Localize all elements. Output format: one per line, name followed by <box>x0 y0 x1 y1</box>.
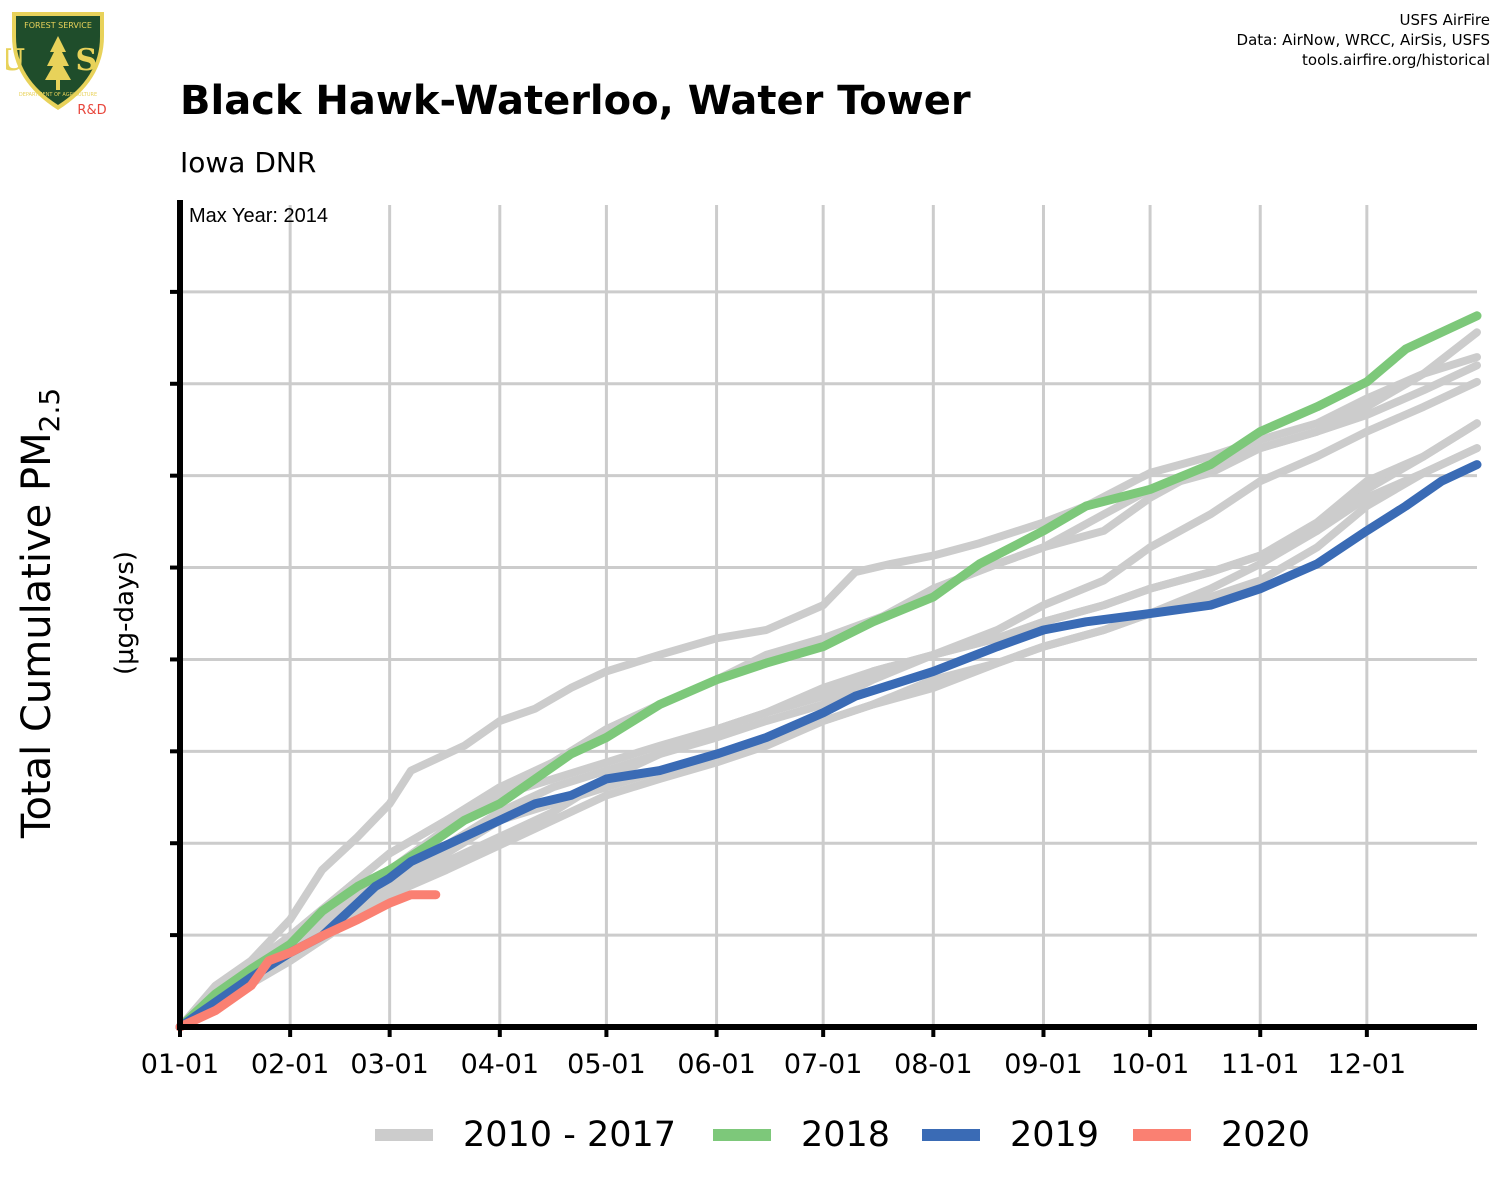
x-tick-label: 05-01 <box>567 1049 645 1080</box>
x-tick-label: 03-01 <box>350 1049 428 1080</box>
x-tick-label: 01-01 <box>141 1049 219 1080</box>
credit-line: Data: AirNow, WRCC, AirSis, USFS <box>1236 31 1490 49</box>
legend-label: 2020 <box>1221 1115 1311 1155</box>
legend-item-history: 2010 - 2017 <box>375 1110 676 1160</box>
credit-line: USFS AirFire <box>1399 11 1490 29</box>
x-tick-label: 02-01 <box>251 1049 329 1080</box>
x-tick-label: 04-01 <box>461 1049 539 1080</box>
series-line-2020 <box>175 890 441 1032</box>
chart-title: Black Hawk-Waterloo, Water Tower <box>180 78 971 124</box>
legend-swatch <box>922 1129 980 1141</box>
forest-service-shield-logo: U S FOREST SERVICE DEPARTMENT OF AGRICUL… <box>6 12 110 118</box>
x-tick-label: 11-01 <box>1221 1049 1299 1080</box>
legend-item-2020: 2020 <box>1133 1110 1310 1160</box>
history-line <box>176 444 1481 1031</box>
series-line-2019 <box>175 460 1482 1032</box>
highlight-lines <box>175 311 1482 1032</box>
cumulative-pm25-chart: 01-01 02-01 03-01 04-01 05-01 06-01 07-01 08-01… <box>141 200 1482 1080</box>
credit-line: tools.airfire.org/historical <box>1302 51 1490 69</box>
legend-label: 2019 <box>1010 1115 1100 1155</box>
x-tick-label: 07-01 <box>784 1049 862 1080</box>
history-line <box>176 353 1481 1031</box>
legend-label: 2010 - 2017 <box>463 1115 677 1155</box>
legend-swatch <box>1133 1129 1191 1141</box>
logo-bottom-text: DEPARTMENT OF AGRICULTURE <box>19 92 97 98</box>
history-line <box>176 377 1481 1031</box>
legend-swatch <box>713 1129 771 1141</box>
logo-top-text: FOREST SERVICE <box>24 21 92 30</box>
x-tick-label: 09-01 <box>1004 1049 1082 1080</box>
legend-label: 2018 <box>801 1115 891 1155</box>
max-year-annotation: Max Year: 2014 <box>189 205 328 227</box>
x-tick-label: 08-01 <box>894 1049 972 1080</box>
chart-subtitle: Iowa DNR <box>180 146 317 179</box>
x-tick-labels: 01-01 02-01 03-01 04-01 05-01 06-01 07-01 08-01… <box>141 1049 1406 1080</box>
history-line <box>176 444 1481 1031</box>
x-tick-label: 06-01 <box>677 1049 755 1080</box>
legend-item-2019: 2019 <box>922 1110 1099 1160</box>
legend: 2010 - 2017 2018 2019 2020 <box>0 1110 1500 1160</box>
logo-letters: U S <box>6 43 110 78</box>
history-line <box>176 419 1481 1031</box>
x-tick-label: 10-01 <box>1111 1049 1189 1080</box>
tree-icon <box>45 36 71 90</box>
series-line-2018 <box>175 311 1482 1032</box>
x-tick-label: 12-01 <box>1328 1049 1406 1080</box>
legend-item-2018: 2018 <box>713 1110 890 1160</box>
history-lines <box>176 328 1481 1031</box>
logo-badge: R&D <box>77 103 106 118</box>
credits: USFS AirFire Data: AirNow, WRCC, AirSis,… <box>1237 10 1490 70</box>
legend-swatch <box>375 1129 433 1141</box>
axes <box>170 200 1477 1037</box>
